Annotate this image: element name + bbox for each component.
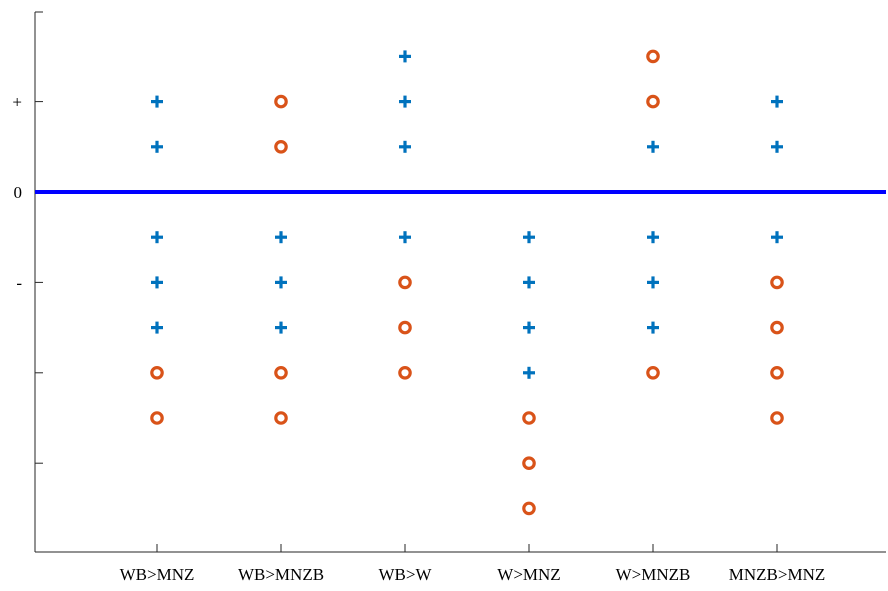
circle-marker [274, 94, 288, 109]
circle-marker [398, 275, 412, 290]
plus-marker [523, 231, 535, 244]
plus-marker [771, 140, 783, 153]
circle-marker [770, 411, 784, 425]
plus-marker [151, 276, 163, 289]
x-tick-label: W>MNZB [616, 565, 691, 584]
plus-marker [647, 276, 659, 289]
plus-marker [523, 321, 535, 334]
plus-marker [647, 321, 659, 334]
circle-marker [274, 411, 288, 425]
plus-marker [647, 140, 659, 153]
circle-marker [522, 456, 536, 470]
plus-marker [399, 50, 411, 63]
circle-marker [770, 275, 784, 290]
y-tick-label: + [12, 93, 22, 112]
circle-marker [770, 365, 784, 380]
plus-marker [151, 95, 163, 108]
circle-marker [522, 411, 536, 425]
plus-marker [771, 231, 783, 244]
x-tick-label: WB>MNZ [120, 565, 195, 584]
plus-marker [151, 231, 163, 244]
circle-marker [646, 94, 660, 109]
circle-marker [274, 140, 288, 154]
plus-marker [275, 276, 287, 289]
plus-marker [399, 95, 411, 108]
x-tick-label: WB>MNZB [238, 565, 324, 584]
x-tick-label: MNZB>MNZ [729, 565, 825, 584]
circle-marker [398, 365, 412, 380]
circle-marker [646, 49, 660, 64]
plus-marker [275, 321, 287, 334]
circle-marker [522, 501, 536, 516]
circle-marker [150, 411, 164, 425]
plus-marker [151, 321, 163, 334]
plus-marker [151, 140, 163, 153]
plus-marker [647, 231, 659, 244]
plus-marker [399, 140, 411, 153]
y-tick-label: 0 [14, 183, 23, 202]
plus-marker [771, 95, 783, 108]
circle-marker [646, 365, 660, 380]
plus-marker [399, 231, 411, 244]
y-tick-label: - [16, 273, 22, 292]
x-tick-label: W>MNZ [497, 565, 560, 584]
circle-marker [274, 365, 288, 380]
x-tick-label: WB>W [378, 565, 432, 584]
plus-marker [523, 276, 535, 289]
circle-marker [770, 320, 784, 335]
circle-marker [398, 320, 412, 335]
plus-marker [523, 366, 535, 379]
circle-marker [150, 365, 164, 380]
plus-marker [275, 231, 287, 244]
